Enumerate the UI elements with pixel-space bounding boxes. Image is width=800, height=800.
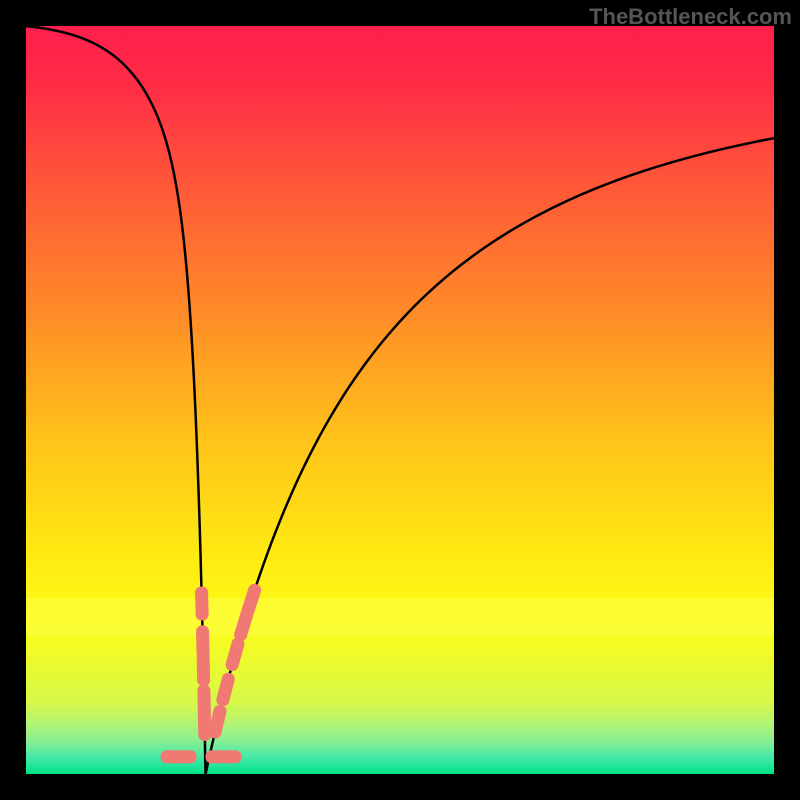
- plot-area: [26, 26, 774, 774]
- plot-svg: [26, 26, 774, 774]
- highlight-band: [26, 598, 774, 635]
- marker-left-2: [197, 652, 211, 686]
- marker-bottom-0: [161, 750, 197, 763]
- image-root: TheBottleneck.com: [0, 0, 800, 800]
- marker-left-0: [195, 586, 209, 620]
- watermark-text: TheBottleneck.com: [589, 4, 792, 30]
- marker-bottom-1: [205, 750, 241, 763]
- marker-left-4: [198, 707, 212, 741]
- plot-background: [26, 26, 774, 774]
